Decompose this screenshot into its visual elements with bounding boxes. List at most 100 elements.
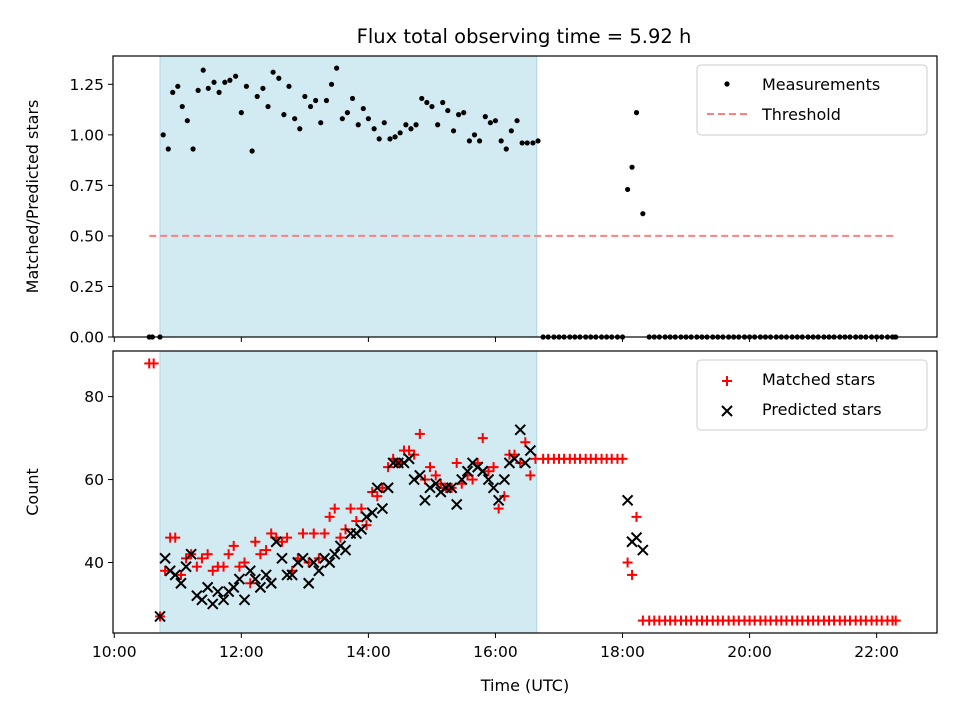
matched-star-point xyxy=(377,482,388,493)
measurement-point xyxy=(190,146,196,152)
measurement-point xyxy=(184,118,190,124)
predicted-star-point xyxy=(323,556,336,569)
measurement-point xyxy=(233,73,239,79)
predicted-star-point xyxy=(408,473,420,486)
matched-star-point xyxy=(239,557,250,568)
matched-star-point xyxy=(372,491,383,502)
measurement-point xyxy=(514,118,520,124)
predicted-star-point xyxy=(238,594,251,606)
top-shaded-span xyxy=(159,55,538,338)
measurement-point xyxy=(387,136,393,142)
predicted-star-point xyxy=(185,548,197,560)
predicted-star-point xyxy=(196,594,208,606)
matched-star-point xyxy=(191,561,202,572)
measurement-point xyxy=(471,132,478,138)
predicted-star-point xyxy=(419,494,431,507)
predicted-star-point xyxy=(339,544,352,556)
matched-star-point xyxy=(175,569,186,580)
predicted-star-point xyxy=(212,585,224,598)
measurement-point xyxy=(227,77,233,83)
top-ytick-label: 1.00 xyxy=(69,126,104,144)
bottom-xtick-label: 18:00 xyxy=(600,643,645,661)
measurement-point xyxy=(323,97,330,104)
matched-star-point xyxy=(356,503,367,514)
matched-star-point xyxy=(451,457,462,468)
top-ytick-label: 0.75 xyxy=(69,177,104,195)
predicted-star-point xyxy=(260,569,272,581)
matched-star-point xyxy=(250,536,261,547)
matched-star-point xyxy=(202,549,213,560)
matched-star-point xyxy=(319,528,330,539)
measurement-point xyxy=(216,89,222,95)
predicted-star-point xyxy=(482,473,495,486)
measurement-point xyxy=(408,126,414,132)
predicted-star-point xyxy=(154,610,166,623)
legend-label: Predicted stars xyxy=(762,400,882,419)
legend-entry: Threshold xyxy=(707,105,841,124)
top-legend: Measurements Threshold xyxy=(696,64,928,136)
bottom-legend: Matched stars Predicted stars xyxy=(696,359,928,431)
predicted-star-point xyxy=(201,581,214,594)
measurement-point xyxy=(429,103,435,110)
matched-star-point xyxy=(525,470,536,481)
measurement-point xyxy=(281,112,287,118)
measurement-point xyxy=(243,83,250,89)
bottom-series-0 xyxy=(144,358,901,626)
bottom-panel: 40 60 80 10:00 12:00 14:00 16:00 18:00 20:00 22:0… xyxy=(23,350,938,695)
bottom-xtick-label: 22:00 xyxy=(854,643,899,661)
matched-star-point xyxy=(276,536,287,547)
predicted-star-point xyxy=(498,473,511,486)
top-series-0 xyxy=(146,65,899,340)
matched-star-point xyxy=(467,474,478,485)
predicted-star-point xyxy=(514,424,526,436)
measurement-point xyxy=(461,110,467,116)
matched-star-point xyxy=(515,457,526,468)
measurement-point xyxy=(265,103,271,110)
matched-star-point xyxy=(148,358,159,369)
matched-star-point xyxy=(351,516,362,527)
measurement-point xyxy=(498,138,504,144)
predicted-star-point xyxy=(175,577,187,589)
predicted-star-point xyxy=(159,552,171,565)
measurement-point xyxy=(397,130,403,136)
measurement-point xyxy=(403,122,409,128)
bottom-xtick-label: 20:00 xyxy=(727,643,772,661)
matched-star-point xyxy=(207,565,218,576)
top-ytick-label: 0.25 xyxy=(69,278,104,296)
measurement-point xyxy=(535,138,541,144)
matched-star-point xyxy=(404,445,415,456)
predicted-star-point xyxy=(461,465,474,477)
predicted-star-point xyxy=(180,560,192,573)
predicted-star-point xyxy=(519,457,532,469)
matched-star-point xyxy=(499,491,510,502)
predicted-star-point xyxy=(524,444,537,457)
measurement-point xyxy=(349,95,356,102)
top-panel: 0.00 0.25 0.50 0.75 1.00 1.25 Matched/Predicte… xyxy=(23,55,938,347)
predicted-star-point xyxy=(371,482,383,494)
top-ytick-label: 0.50 xyxy=(69,227,104,245)
measurement-point xyxy=(318,120,324,126)
predicted-star-point xyxy=(424,482,436,494)
measurement-point xyxy=(371,126,377,132)
matched-star-point xyxy=(303,557,314,568)
measurement-point xyxy=(503,146,509,152)
matched-star-point xyxy=(329,503,340,514)
legend-entry: Matched stars xyxy=(722,370,875,389)
measurement-point xyxy=(487,120,493,126)
matched-star-point xyxy=(223,549,234,560)
predicted-star-point xyxy=(445,482,458,494)
measurement-point xyxy=(205,85,211,91)
measurement-point xyxy=(328,81,335,87)
measurement-point xyxy=(381,120,387,126)
measurement-point xyxy=(466,138,473,144)
measurement-point xyxy=(170,89,176,95)
measurement-point xyxy=(508,128,514,134)
matched-star-point xyxy=(890,615,901,626)
measurement-point xyxy=(334,65,340,71)
predicted-star-point xyxy=(270,536,282,548)
predicted-star-point xyxy=(308,556,320,569)
predicted-star-point xyxy=(387,457,399,469)
bottom-axes-frame xyxy=(112,350,938,634)
matched-star-point xyxy=(622,557,633,568)
